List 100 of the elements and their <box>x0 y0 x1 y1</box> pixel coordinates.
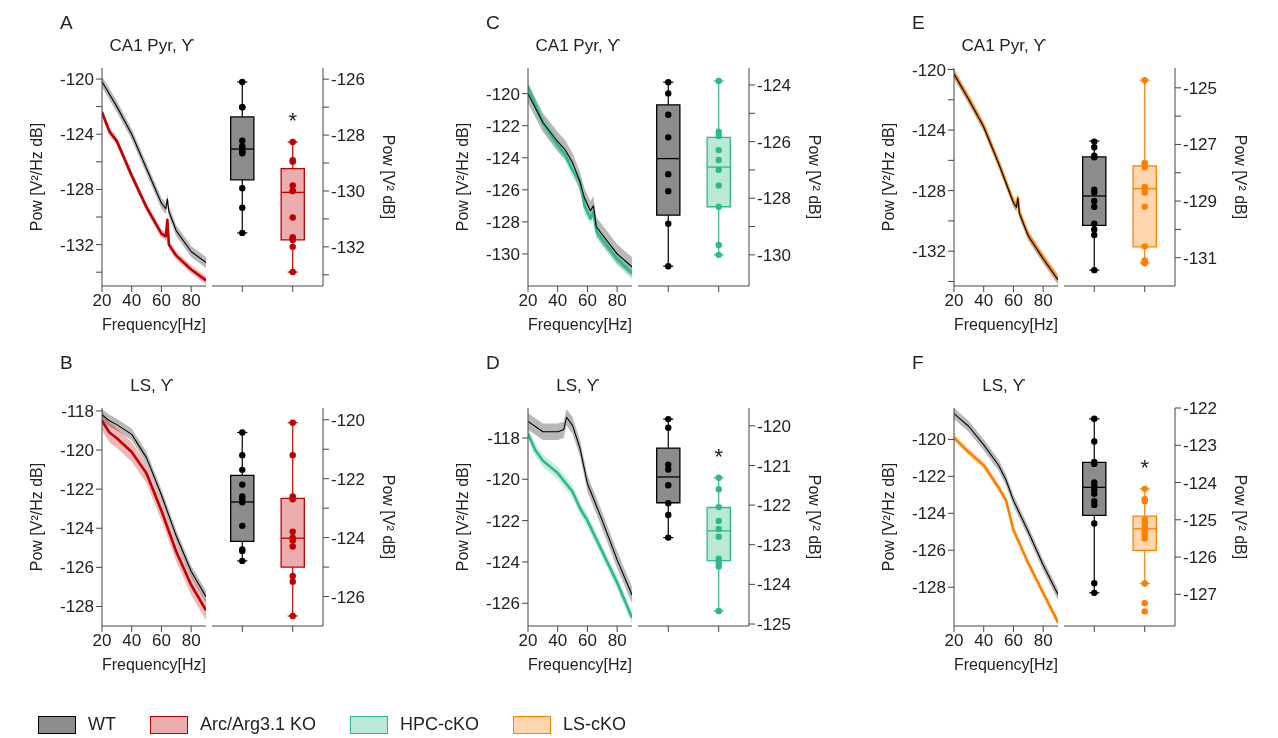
x-tick-label: 60 <box>1003 631 1023 651</box>
x-tick-label: 20 <box>944 291 964 311</box>
y-tick-label: -124 <box>757 575 792 595</box>
y-tick-label: -124 <box>1183 473 1218 493</box>
y-tick-label: -128 <box>485 212 520 232</box>
y-tick-label: -124 <box>757 76 792 96</box>
chart-title: CA1 Pyr, ϒ <box>960 36 1048 56</box>
y-tick-label: -122 <box>485 511 520 531</box>
y-tick-label: -126 <box>331 70 366 90</box>
x-tick-label: 40 <box>548 291 568 311</box>
y-tick-label: -124 <box>911 504 946 524</box>
y-tick-label: -122 <box>331 469 366 489</box>
y-tick-label: -132 <box>59 235 94 255</box>
x-tick-label: 80 <box>607 291 627 311</box>
y-tick-label: -120 <box>331 410 366 430</box>
y-tick-label: -128 <box>911 578 946 598</box>
x-tick-label: 20 <box>518 291 538 311</box>
y-tick-label: -126 <box>1183 548 1218 568</box>
y-tick-label: -126 <box>485 594 520 614</box>
x-tick-label: 20 <box>92 631 112 651</box>
y-tick-label: -122 <box>911 467 946 487</box>
y-tick-label: -123 <box>1183 436 1218 456</box>
y-tick-label: -126 <box>59 558 94 578</box>
y-axis-title: Pow [V² dB] <box>1232 474 1250 560</box>
y-tick-label: -120 <box>485 470 520 490</box>
y-axis-title: Pow [V² dB] <box>806 134 824 220</box>
y-tick-label: -120 <box>911 430 946 450</box>
annotation: * <box>714 443 724 469</box>
legend-label: WT <box>88 714 116 735</box>
y-tick-label: -126 <box>331 587 366 607</box>
y-axis-title: Pow [V²/Hz dB] <box>453 462 471 572</box>
y-axis-title: Pow [V²/Hz dB] <box>879 122 897 232</box>
y-axis-title: Pow [V²/Hz dB] <box>27 122 45 232</box>
x-tick-label: 40 <box>974 291 994 311</box>
y-tick-label: -126 <box>757 132 792 152</box>
y-tick-label: -131 <box>1183 248 1218 268</box>
x-axis-title: Frequency[Hz] <box>527 656 633 673</box>
x-tick-label: 80 <box>181 631 201 651</box>
annotation: * <box>288 108 298 134</box>
y-tick-label: -126 <box>911 541 946 561</box>
y-tick-label: -124 <box>911 121 946 141</box>
y-tick-label: -126 <box>485 180 520 200</box>
x-tick-label: 60 <box>577 291 597 311</box>
chart-title: LS, ϒ <box>555 376 601 396</box>
text: B <box>60 352 73 374</box>
text: D <box>486 352 500 374</box>
y-tick-label: -118 <box>487 429 520 448</box>
y-tick-label: -120 <box>911 60 946 80</box>
y-tick-label: -124 <box>485 148 520 168</box>
text: C <box>486 12 500 34</box>
legend-label: LS-cKO <box>563 714 627 735</box>
x-tick-label: 60 <box>151 291 171 311</box>
y-tick-label: -122 <box>59 480 94 500</box>
y-tick-label: -123 <box>757 535 792 555</box>
chart-title: CA1 Pyr, ϒ <box>108 36 196 56</box>
x-tick-label: 80 <box>181 291 201 311</box>
x-tick-label: 20 <box>92 291 112 311</box>
text: E <box>912 12 925 34</box>
x-tick-label: 60 <box>151 631 171 651</box>
y-tick-label: -124 <box>59 519 94 539</box>
y-axis-title: Pow [V²/Hz dB] <box>879 462 897 572</box>
y-axis-title: Pow [V² dB] <box>380 134 398 220</box>
x-tick-label: 40 <box>548 631 568 651</box>
x-axis-title: Frequency[Hz] <box>953 316 1059 333</box>
y-tick-label: -122 <box>1183 399 1218 419</box>
y-tick-label: -124 <box>331 528 366 548</box>
y-tick-label: -130 <box>485 244 520 264</box>
x-tick-label: 20 <box>944 631 964 651</box>
y-tick-label: -125 <box>757 615 792 635</box>
y-axis-title: Pow [V²/Hz dB] <box>453 122 471 232</box>
y-tick-label: -120 <box>59 441 94 461</box>
x-tick-label: 80 <box>1033 291 1053 311</box>
legend-label: Arc/Arg3.1 KO <box>199 714 317 735</box>
annotation: * <box>1140 454 1150 480</box>
y-tick-label: -120 <box>757 416 792 436</box>
y-tick-label: -128 <box>59 180 94 200</box>
y-tick-label: -129 <box>1183 192 1218 212</box>
y-axis-title: Pow [V² dB] <box>1232 134 1250 220</box>
x-tick-label: 80 <box>1033 631 1053 651</box>
y-tick-label: -128 <box>59 597 94 617</box>
y-tick-label: -124 <box>485 552 520 572</box>
y-tick-label: -127 <box>1183 135 1218 155</box>
x-axis-title: Frequency[Hz] <box>527 316 633 333</box>
y-tick-label: -118 <box>61 401 94 421</box>
y-tick-label: -128 <box>331 126 366 146</box>
x-tick-label: 40 <box>122 291 142 311</box>
y-tick-label: -127 <box>1183 585 1218 605</box>
x-axis-title: Frequency[Hz] <box>101 656 207 673</box>
y-tick-label: -122 <box>757 496 792 516</box>
y-axis-title: Pow [V² dB] <box>380 474 398 560</box>
x-tick-label: 40 <box>974 631 994 651</box>
y-tick-label: -130 <box>757 245 792 265</box>
x-tick-label: 80 <box>607 631 627 651</box>
text: F <box>912 352 924 374</box>
y-tick-label: -132 <box>911 242 946 262</box>
y-tick-label: -128 <box>911 181 946 201</box>
x-tick-label: 60 <box>1003 291 1023 311</box>
chart-title: LS, ϒ <box>129 376 175 396</box>
text: A <box>60 12 73 34</box>
x-tick-label: 20 <box>518 631 538 651</box>
